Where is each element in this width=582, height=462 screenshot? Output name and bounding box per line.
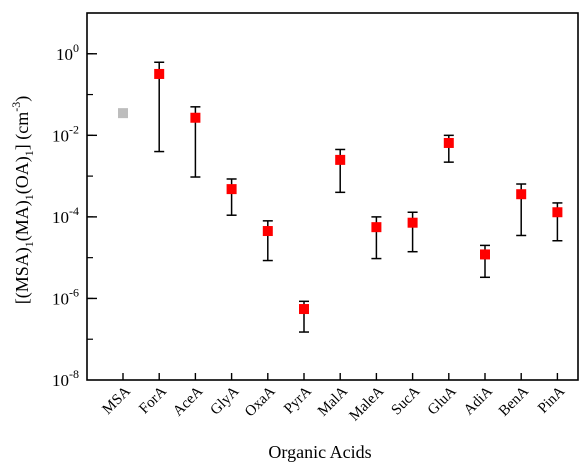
- x-tick-label: AceA: [170, 383, 206, 419]
- y-tick-label: 10-4: [52, 204, 79, 227]
- plot-area: 10-8 10-6 10-4 10-2 100 MSA ForA AceA GlyA OxaA Py…: [52, 12, 579, 424]
- y-axis-title: [(MSA)1(MA)1(OA)1] (cm-3): [9, 96, 36, 304]
- data-point: [262, 226, 273, 237]
- data-point: [443, 137, 454, 148]
- plot-frame: [86, 12, 579, 381]
- x-tick-label: PinA: [535, 383, 568, 416]
- data-point: [516, 189, 527, 200]
- x-axis-title: Organic Acids: [268, 442, 371, 462]
- x-tick-label: OxaA: [242, 383, 279, 420]
- x-tick-label: MalA: [315, 383, 351, 419]
- x-tick-label: GlyA: [208, 383, 243, 418]
- x-tick-label: PyrA: [281, 383, 315, 417]
- x-tick-label: MSA: [100, 383, 134, 417]
- data-point: [335, 154, 346, 165]
- x-tick-label: ForA: [136, 383, 170, 417]
- data-point: [118, 108, 128, 119]
- data-point: [190, 112, 201, 123]
- data-point: [154, 68, 165, 79]
- data-point: [371, 222, 382, 233]
- data-point: [226, 184, 237, 195]
- x-tick-label: AdiA: [461, 383, 496, 418]
- x-tick-label: BenA: [496, 383, 532, 419]
- x-tick-label: MaleA: [346, 383, 387, 424]
- y-tick-label: 10-6: [52, 285, 79, 308]
- data-point: [552, 207, 563, 218]
- x-tick-label: SucA: [389, 383, 424, 418]
- y-tick-label: 100: [56, 41, 79, 64]
- x-tick-label: GluA: [425, 383, 460, 418]
- data-point: [480, 249, 490, 260]
- data-point: [407, 217, 418, 228]
- y-tick-label: 10-8: [52, 367, 79, 390]
- y-tick-label: 10-2: [52, 122, 79, 145]
- data-point: [299, 304, 309, 315]
